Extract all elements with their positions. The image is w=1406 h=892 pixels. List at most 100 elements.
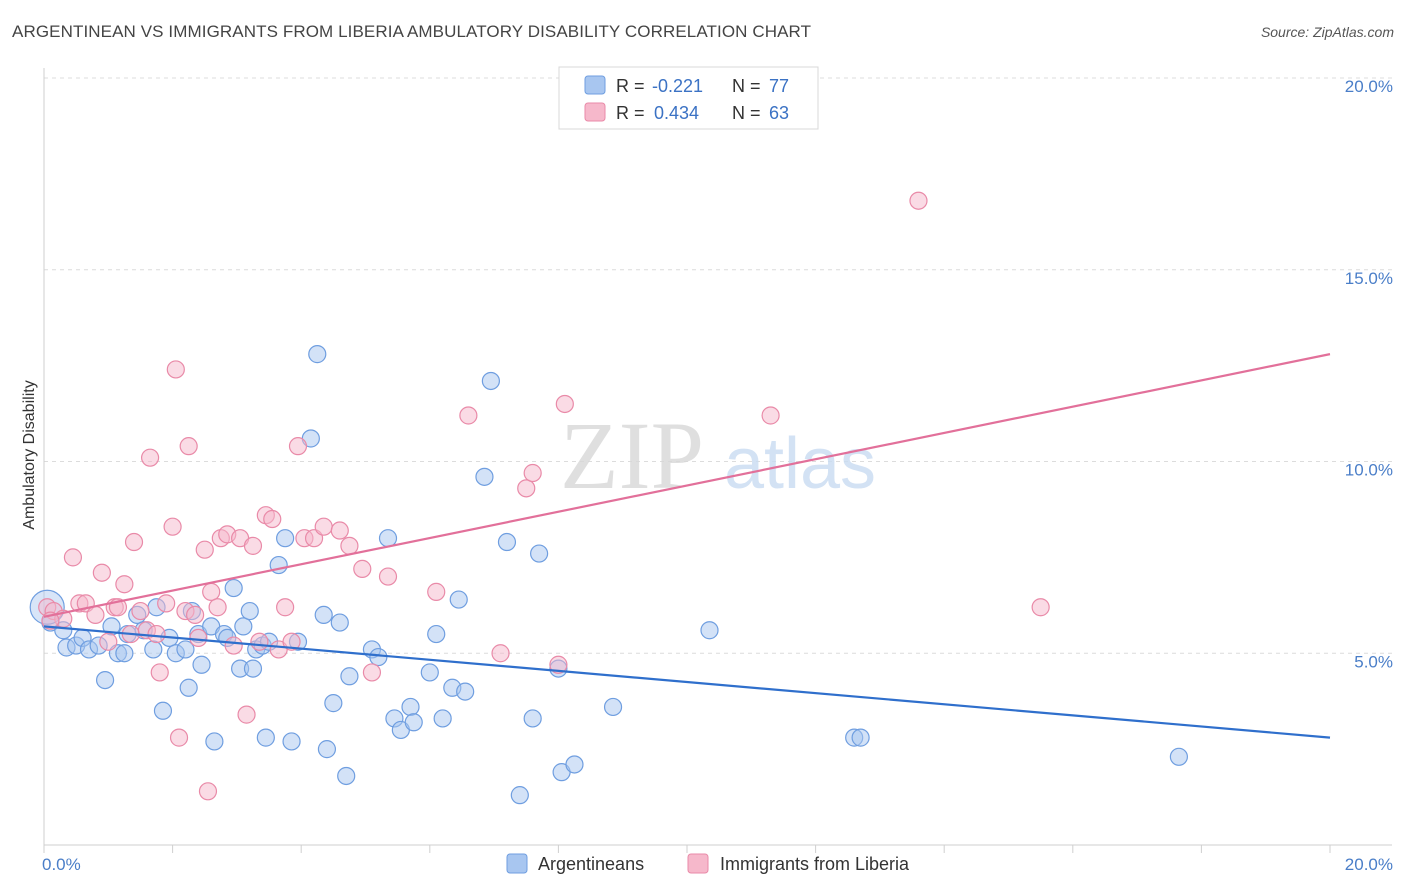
point-argentineans-63: [481, 371, 500, 391]
point-liberia-46: [314, 517, 333, 536]
point-liberia-47: [330, 521, 349, 540]
point-liberia-59: [761, 406, 780, 425]
point-argentineans-47: [337, 766, 356, 786]
point-liberia-51: [378, 567, 398, 586]
point-liberia-17: [147, 624, 166, 644]
point-liberia-30: [208, 598, 227, 617]
point-argentineans-35: [256, 728, 275, 747]
point-liberia-11: [115, 575, 134, 594]
legend-r-label-0: R =: [616, 76, 645, 96]
point-liberia-29: [202, 582, 221, 601]
y-tick-label-0: 5.0%: [1354, 652, 1393, 671]
point-liberia-52: [427, 582, 446, 601]
trend-lines: [43, 353, 1331, 739]
chart-title: ARGENTINEAN VS IMMIGRANTS FROM LIBERIA A…: [12, 22, 812, 41]
point-liberia-14: [131, 601, 150, 621]
point-argentineans-44: [317, 740, 337, 759]
axes: [43, 68, 1392, 853]
legend-bottom-swatch-1: [687, 853, 709, 874]
legend-n-value-1: 63: [769, 103, 789, 123]
point-liberia-28: [198, 782, 218, 801]
point-liberia-42: [282, 632, 301, 651]
point-liberia-22: [169, 728, 189, 747]
point-argentineans-62: [475, 467, 494, 486]
point-liberia-8: [99, 632, 118, 651]
point-liberia-27: [195, 540, 214, 559]
point-argentineans-7: [95, 670, 115, 690]
point-liberia-55: [517, 479, 536, 498]
point-argentineans-48: [340, 667, 359, 686]
point-argentineans-67: [530, 544, 549, 563]
point-argentineans-57: [427, 624, 446, 644]
source-label: Source: ZipAtlas.com: [1260, 24, 1394, 40]
watermark-zip: ZIP: [560, 402, 704, 509]
point-liberia-16: [140, 448, 160, 467]
point-argentineans-60: [449, 590, 468, 609]
point-liberia-54: [491, 644, 510, 663]
legend-swatch-0: [584, 75, 606, 95]
legend-n-label-1: N =: [732, 103, 761, 123]
point-liberia-48: [340, 536, 359, 555]
legend-swatch-1: [584, 102, 606, 122]
trend-line-argentineans: [43, 625, 1331, 739]
point-liberia-53: [459, 406, 478, 425]
point-argentineans-31: [240, 601, 259, 621]
point-argentineans-72: [700, 621, 719, 640]
point-liberia-18: [150, 663, 169, 682]
legend-n-label-0: N =: [732, 76, 761, 96]
point-argentineans-16: [153, 701, 173, 720]
trend-line-liberia: [43, 353, 1331, 618]
point-argentineans-46: [330, 613, 349, 632]
point-argentineans-66: [523, 709, 542, 728]
point-argentineans-50: [369, 647, 388, 667]
point-liberia-56: [523, 463, 542, 483]
y-axis-title: Ambulatory Disability: [21, 380, 38, 529]
legend-bottom: Argentineans Immigrants from Liberia: [506, 853, 910, 874]
point-liberia-58: [555, 394, 574, 414]
point-argentineans-65: [510, 786, 529, 805]
point-argentineans-42: [308, 345, 327, 364]
point-argentineans-43: [314, 605, 333, 625]
point-argentineans-38: [276, 529, 295, 548]
point-argentineans-45: [324, 694, 343, 713]
point-liberia-61: [1031, 598, 1050, 617]
point-argentineans-39: [282, 732, 301, 751]
legend-bottom-label-0: Argentineans: [538, 854, 644, 874]
point-liberia-13: [124, 532, 144, 552]
point-liberia-50: [362, 663, 382, 682]
legend-top: R = -0.221 N = 77 R = 0.434 N = 63: [558, 66, 819, 130]
grid-lines: [44, 77, 1392, 654]
x-tick-label-0: 0.0%: [42, 855, 81, 874]
point-argentineans-56: [420, 663, 439, 682]
point-argentineans-20: [179, 678, 198, 697]
point-argentineans-30: [234, 617, 253, 636]
point-argentineans-54: [401, 697, 420, 717]
point-liberia-25: [186, 605, 205, 625]
point-liberia-26: [189, 628, 208, 648]
legend-n-value-0: 77: [769, 76, 789, 96]
point-argentineans-14: [144, 640, 163, 659]
legend-r-value-0: -0.221: [652, 76, 703, 96]
point-argentineans-51: [378, 529, 398, 548]
point-argentineans-25: [205, 732, 224, 751]
x-tick-label-1: 20.0%: [1345, 855, 1393, 874]
point-argentineans-61: [456, 682, 475, 701]
point-argentineans-10: [115, 644, 134, 663]
point-liberia-49: [353, 559, 372, 578]
point-argentineans-70: [565, 755, 584, 774]
legend-bottom-swatch-0: [506, 853, 528, 874]
point-argentineans-28: [224, 578, 243, 598]
point-argentineans-71: [603, 697, 623, 717]
legend-r-value-1: 0.434: [654, 103, 699, 123]
point-argentineans-32: [243, 659, 263, 678]
point-liberia-35: [237, 705, 256, 724]
point-argentineans-74: [851, 728, 870, 747]
point-liberia-24: [179, 437, 198, 456]
point-argentineans-23: [192, 655, 211, 674]
legend-bottom-label-1: Immigrants from Liberia: [720, 854, 910, 874]
point-argentineans-75: [1169, 747, 1188, 766]
point-liberia-21: [166, 360, 185, 379]
y-tick-labels: 5.0% 10.0% 15.0% 20.0%: [1345, 77, 1393, 671]
point-liberia-57: [549, 655, 568, 674]
